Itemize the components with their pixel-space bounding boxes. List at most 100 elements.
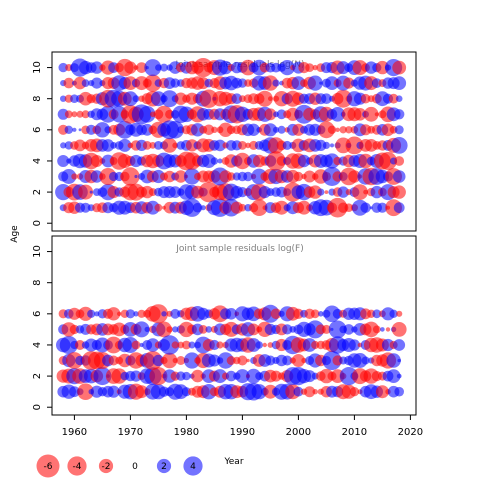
bubble bbox=[293, 308, 304, 319]
legend-label: -4 bbox=[73, 462, 82, 472]
y-tick-label: 6 bbox=[32, 311, 43, 317]
bubble bbox=[393, 339, 406, 351]
bubble bbox=[339, 367, 358, 386]
bubble bbox=[183, 352, 201, 369]
bubble bbox=[181, 387, 191, 397]
bubble bbox=[361, 356, 370, 365]
bubble bbox=[394, 386, 405, 397]
legend-label: 0 bbox=[132, 462, 138, 472]
bubble bbox=[282, 324, 293, 335]
bubble bbox=[394, 125, 404, 135]
bubble bbox=[138, 106, 156, 123]
bubble bbox=[63, 77, 75, 89]
bubble bbox=[386, 353, 401, 368]
bubble bbox=[262, 342, 267, 348]
bubble bbox=[270, 370, 282, 382]
bubble bbox=[225, 308, 237, 320]
bubble bbox=[131, 340, 141, 350]
legend-bubble bbox=[67, 456, 87, 476]
legend: -6 -4 -2 0 2 4 bbox=[36, 454, 203, 478]
bubble bbox=[237, 78, 248, 88]
bubble bbox=[392, 170, 406, 183]
bubble bbox=[272, 126, 280, 133]
bubble bbox=[145, 200, 160, 215]
bubble bbox=[136, 62, 148, 73]
bubble bbox=[170, 78, 180, 88]
bubble bbox=[339, 126, 347, 134]
bubble bbox=[154, 203, 163, 212]
bubble bbox=[161, 311, 167, 317]
bubble bbox=[217, 158, 223, 164]
bubble bbox=[60, 95, 67, 102]
bubble bbox=[170, 308, 181, 319]
x-tick-label: 1990 bbox=[230, 427, 255, 438]
bubble bbox=[235, 369, 250, 384]
x-tick-label: 1970 bbox=[118, 427, 143, 438]
y-tick-label: 8 bbox=[32, 96, 43, 102]
bubble bbox=[149, 367, 168, 386]
bubble bbox=[318, 121, 335, 139]
bubbles bbox=[55, 58, 408, 218]
bubble bbox=[155, 64, 162, 71]
bubble bbox=[199, 89, 218, 108]
bubble bbox=[291, 354, 305, 367]
bubble bbox=[246, 368, 261, 384]
bubble bbox=[70, 94, 79, 103]
bubble bbox=[148, 304, 168, 324]
bubble bbox=[344, 203, 354, 212]
bubble bbox=[304, 386, 316, 398]
bubble bbox=[80, 202, 91, 213]
bubble bbox=[171, 341, 179, 349]
bubble bbox=[372, 325, 381, 334]
bubble bbox=[343, 324, 355, 335]
y-tick-label: 4 bbox=[32, 158, 43, 164]
bubble bbox=[183, 168, 201, 185]
bubble bbox=[57, 108, 69, 120]
bubble bbox=[201, 154, 216, 168]
y-tick-label: 10 bbox=[32, 61, 43, 74]
bubble bbox=[330, 107, 345, 122]
bubble bbox=[142, 141, 152, 150]
bubble bbox=[133, 321, 150, 338]
bubble bbox=[166, 326, 173, 333]
y-tick-label: 2 bbox=[32, 189, 43, 195]
bubble bbox=[234, 152, 251, 170]
bubble bbox=[293, 386, 304, 397]
bubble bbox=[59, 335, 78, 355]
legend-label: 2 bbox=[161, 462, 167, 472]
bubble bbox=[394, 109, 405, 120]
bubble bbox=[231, 93, 243, 104]
bubble bbox=[392, 76, 407, 90]
bubble bbox=[214, 139, 226, 152]
y-axis: 0 2 4 6 8 10 bbox=[32, 61, 53, 226]
bubble bbox=[121, 167, 140, 186]
bubble bbox=[243, 171, 253, 182]
bubble bbox=[238, 203, 247, 212]
legend-label: 4 bbox=[190, 462, 196, 472]
bubble bbox=[345, 136, 364, 155]
bubble bbox=[305, 63, 314, 72]
bubble bbox=[397, 358, 402, 363]
bubble bbox=[265, 355, 276, 366]
bubble bbox=[146, 338, 160, 352]
bubble bbox=[274, 200, 289, 215]
legend-bubble bbox=[156, 458, 172, 474]
bubble bbox=[268, 96, 273, 102]
bubble bbox=[152, 354, 165, 367]
bubble bbox=[375, 385, 389, 399]
bubble bbox=[379, 152, 397, 170]
x-axis: 1960 1970 1980 1990 2000 2010 2020 bbox=[62, 414, 423, 438]
bubble bbox=[81, 110, 90, 119]
bubble bbox=[363, 106, 379, 122]
y-axis: 0 2 4 6 8 10 bbox=[32, 245, 53, 410]
bubble bbox=[334, 89, 353, 108]
bubble bbox=[89, 190, 93, 194]
bubble bbox=[293, 171, 304, 182]
bubble bbox=[395, 95, 403, 102]
y-tick-label: 10 bbox=[32, 245, 43, 258]
x-tick-label: 1980 bbox=[174, 427, 199, 438]
bubble bbox=[211, 126, 218, 133]
bubble bbox=[272, 79, 280, 87]
bubble bbox=[160, 63, 168, 72]
